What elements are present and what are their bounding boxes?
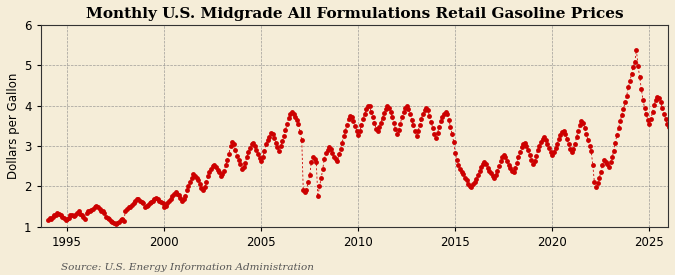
Y-axis label: Dollars per Gallon: Dollars per Gallon — [7, 73, 20, 179]
Title: Monthly U.S. Midgrade All Formulations Retail Gasoline Prices: Monthly U.S. Midgrade All Formulations R… — [86, 7, 623, 21]
Text: Source: U.S. Energy Information Administration: Source: U.S. Energy Information Administ… — [61, 263, 314, 272]
